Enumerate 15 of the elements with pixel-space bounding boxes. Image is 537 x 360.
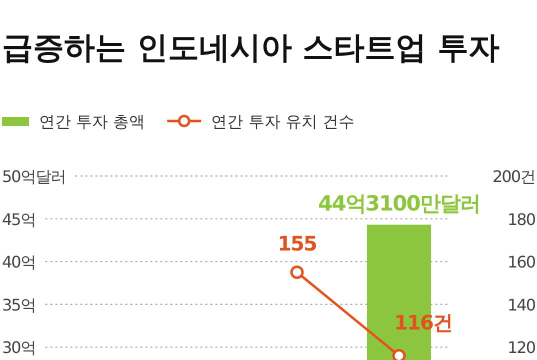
data-label: 155 (278, 231, 316, 256)
y2-tick-label: 120 (507, 338, 536, 358)
y2-tick-label: 180 (507, 210, 536, 229)
y-tick-label: 45억 (2, 210, 36, 229)
y2-tick-label: 160 (507, 252, 536, 272)
y-tick-label: 50억달러 (2, 167, 66, 186)
legend-label: 연간 투자 유치 건수 (211, 112, 354, 131)
legend-label: 연간 투자 총액 (39, 112, 146, 131)
data-label: 44억3100만달러 (318, 192, 480, 216)
y2-tick-label: 140 (507, 295, 536, 314)
y-tick-label: 40억 (2, 252, 36, 272)
y-tick-label: 35억 (2, 295, 36, 314)
y-tick-label: 30억 (2, 338, 36, 358)
title: 급증하는 인도네시아 스타트업 투자 (2, 30, 500, 66)
y2-tick-label: 200건 (492, 167, 535, 186)
